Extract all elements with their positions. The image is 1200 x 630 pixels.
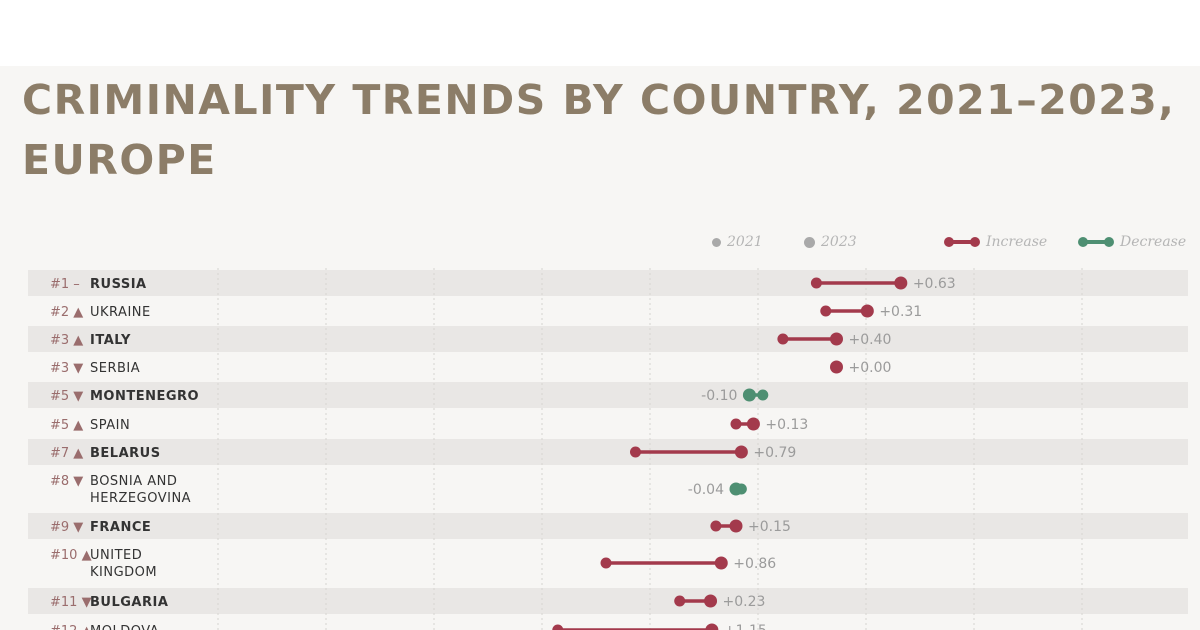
- country-name: BELARUS: [90, 446, 161, 461]
- row-spain: #5 ▲ SPAIN +0.13: [50, 417, 808, 433]
- marker-2023: [714, 556, 728, 570]
- legend-2021: 2021: [712, 234, 763, 250]
- row-russia: #1 – RUSSIA +0.63: [50, 276, 956, 292]
- row-italy: #3 ▲ ITALY +0.40: [50, 332, 891, 348]
- change-label: +0.79: [753, 445, 796, 461]
- legend-2023-label: 2023: [821, 234, 857, 250]
- country-name: MOLDOVA: [90, 624, 159, 630]
- legend-2023: 2023: [804, 234, 857, 250]
- marker-2023: [894, 276, 908, 290]
- rank-label: #2 ▲: [50, 305, 83, 320]
- row-serbia: #3 ▼ SERBIA +0.00: [50, 360, 891, 376]
- marker-2021: [820, 305, 832, 317]
- change-label: +0.63: [913, 276, 956, 292]
- change-label: +0.23: [723, 594, 766, 610]
- marker-2023: [705, 623, 719, 630]
- change-label: +1.15: [724, 623, 767, 630]
- marker-2021: [552, 624, 564, 630]
- legend-decrease-marker: [1078, 237, 1114, 247]
- rank-label: #11 ▼: [50, 595, 92, 610]
- country-name: SPAIN: [90, 418, 130, 433]
- change-label: +0.13: [765, 417, 808, 433]
- change-label: +0.31: [879, 304, 922, 320]
- rank-label: #5 ▼: [50, 389, 83, 404]
- legend-2023-marker: [804, 236, 815, 248]
- marker-2021: [630, 446, 641, 458]
- marker-2021: [810, 277, 822, 289]
- marker-2021: [674, 595, 686, 607]
- row-band: [28, 588, 1188, 614]
- marker-2023: [860, 304, 874, 318]
- legend-2021-label: 2021: [727, 234, 763, 250]
- rank-label: #3 ▲: [50, 333, 83, 348]
- row-bulgaria: #11 ▼BULGARIA +0.23: [50, 594, 765, 610]
- row-band: [28, 326, 1188, 352]
- country-name: FRANCE: [90, 520, 151, 535]
- change-label: -0.10: [701, 388, 737, 404]
- row-belarus: #7 ▲ BELARUS +0.79: [50, 445, 796, 461]
- legend-increase: Increase: [944, 234, 1047, 250]
- row-band: [28, 513, 1188, 539]
- legend-decrease: Decrease: [1078, 234, 1186, 250]
- marker-2021: [757, 389, 769, 401]
- marker-2021: [710, 520, 722, 532]
- rank-label: #12 ▲: [50, 624, 92, 630]
- row-montenegro: #5 ▼ MONTENEGRO -0.10: [50, 388, 769, 404]
- legend-decrease-label: Decrease: [1120, 234, 1187, 250]
- legend-increase-label: Increase: [986, 234, 1048, 250]
- row-moldova: #12 ▲MOLDOVA +1.15: [50, 623, 767, 630]
- row-band: [28, 439, 1188, 465]
- row-france: #9 ▼ FRANCE +0.15: [50, 519, 791, 535]
- country-name: RUSSIA: [90, 277, 147, 292]
- country-name: BOSNIA AND: [90, 474, 177, 489]
- country-name: BULGARIA: [90, 595, 168, 610]
- marker-2023: [729, 482, 743, 496]
- country-name: MONTENEGRO: [90, 389, 199, 404]
- change-label: +0.86: [733, 556, 776, 572]
- change-label: +0.00: [849, 360, 892, 376]
- row-band: [28, 270, 1188, 296]
- change-label: +0.15: [748, 519, 791, 535]
- legend-increase-marker: [944, 237, 980, 247]
- marker-2023: [704, 594, 718, 608]
- change-label: +0.40: [849, 332, 892, 348]
- country-name: UKRAINE: [90, 305, 151, 320]
- chart-title: CRIMINALITY TRENDS BY COUNTRY, 2021–2023…: [22, 76, 1176, 184]
- rank-label: #3 ▼: [50, 361, 83, 376]
- rank-label: #9 ▼: [50, 520, 83, 535]
- row-bosnia-and-herzegovina: #8 ▼ BOSNIA AND HERZEGOVINA -0.04: [50, 474, 747, 506]
- legend-2021-marker: [712, 237, 721, 247]
- marker-2021: [777, 333, 789, 345]
- row-united-kingdom: #10 ▲UNITED KINGDOM +0.86: [50, 548, 776, 580]
- country-name: UNITED: [90, 548, 142, 563]
- row-ukraine: #2 ▲ UKRAINE +0.31: [50, 304, 922, 320]
- rank-label: #1 –: [50, 277, 80, 292]
- country-name: SERBIA: [90, 361, 140, 376]
- rank-label: #5 ▲: [50, 418, 83, 433]
- rank-label: #8 ▼: [50, 474, 83, 489]
- change-label: -0.04: [688, 482, 724, 498]
- marker-2023: [734, 445, 748, 459]
- rank-label: #10 ▲: [50, 548, 92, 563]
- row-band: [28, 382, 1188, 408]
- marker-2023: [742, 388, 756, 402]
- marker-2023: [830, 332, 843, 346]
- marker-2023: [830, 360, 843, 374]
- rank-label: #7 ▲: [50, 446, 83, 461]
- country-name: ITALY: [90, 333, 131, 348]
- marker-2021: [600, 557, 612, 569]
- country-name-line2: HERZEGOVINA: [90, 491, 191, 506]
- marker-2023: [746, 417, 760, 431]
- marker-2021: [730, 418, 742, 430]
- country-name-line2: KINGDOM: [90, 565, 157, 580]
- marker-2023: [729, 519, 743, 533]
